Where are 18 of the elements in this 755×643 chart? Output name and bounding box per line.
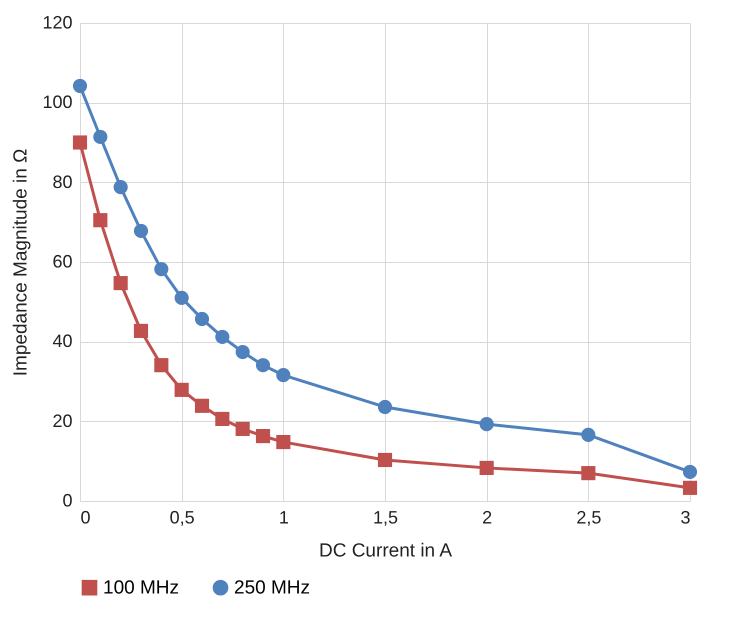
y-tick-label: 60 xyxy=(52,252,72,272)
y-axis-title: Impedance Magnitude in Ω xyxy=(10,148,32,376)
y-tick-label: 80 xyxy=(52,172,72,192)
y-tick-label: 20 xyxy=(52,410,72,431)
x-tick-label: 1 xyxy=(278,508,289,528)
x-axis-title: DC Current in A xyxy=(318,540,452,562)
x-tick-label: 1,5 xyxy=(372,508,398,528)
x-tick-label: 3 xyxy=(680,508,690,528)
legend-label: 250 MHz xyxy=(234,578,310,599)
y-tick-label: 100 xyxy=(42,92,72,112)
legend-label: 100 MHz xyxy=(103,578,180,599)
x-tick-label: 2 xyxy=(482,508,492,528)
x-tick-label: 2,5 xyxy=(576,508,602,528)
x-tick-label: 0,5 xyxy=(170,508,195,528)
y-tick-label: 120 xyxy=(42,12,72,32)
y-tick-label: 0 xyxy=(62,490,72,510)
x-tick-label: 0 xyxy=(80,508,91,528)
y-tick-label: 40 xyxy=(52,331,72,352)
